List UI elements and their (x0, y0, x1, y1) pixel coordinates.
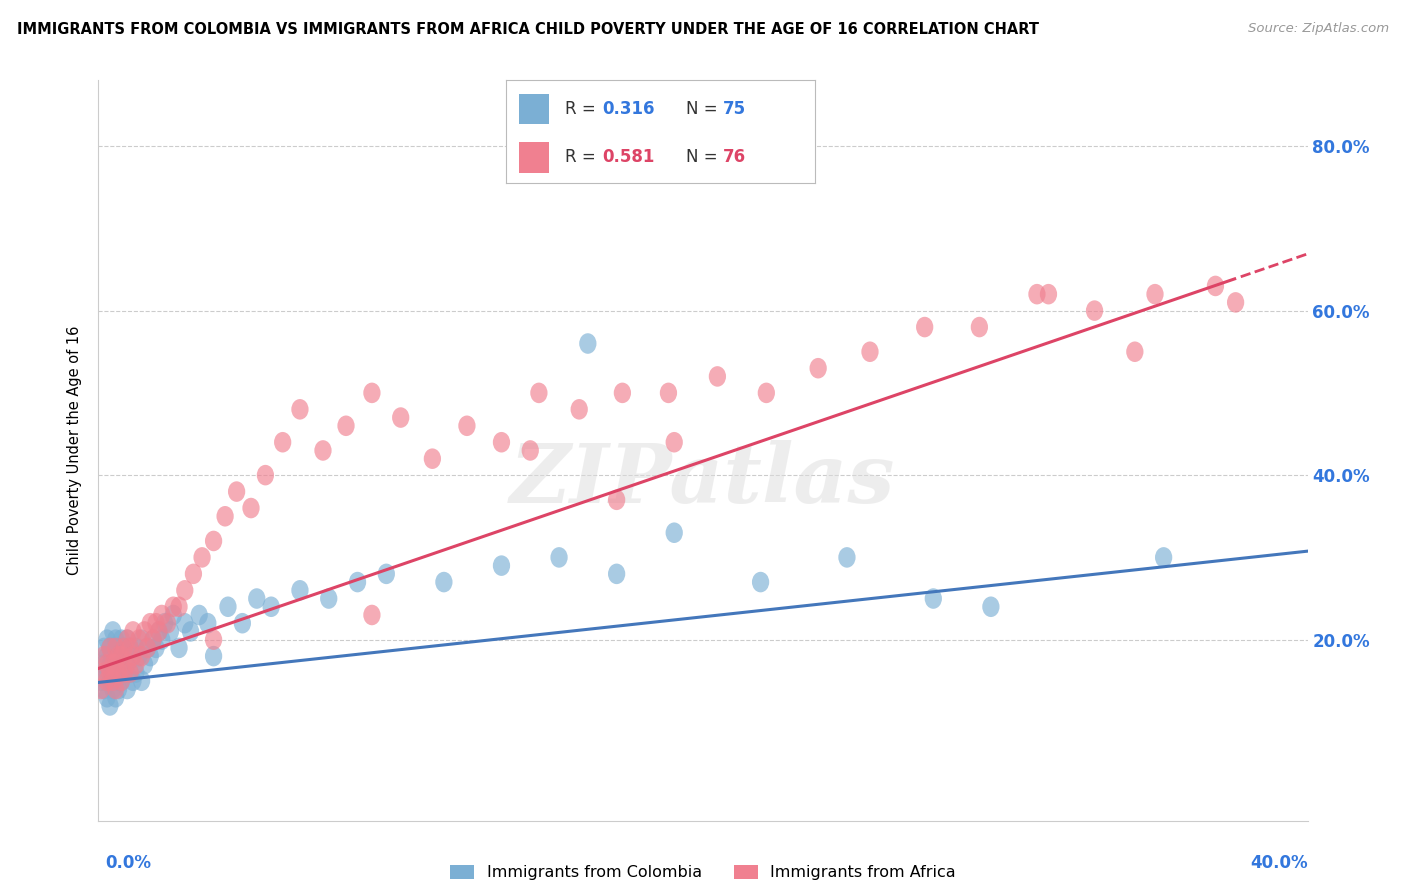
Text: IMMIGRANTS FROM COLOMBIA VS IMMIGRANTS FROM AFRICA CHILD POVERTY UNDER THE AGE O: IMMIGRANTS FROM COLOMBIA VS IMMIGRANTS F… (17, 22, 1039, 37)
Text: 0.316: 0.316 (602, 100, 655, 118)
Text: N =: N = (686, 100, 723, 118)
Bar (519, 94, 550, 124)
Text: 0.0%: 0.0% (105, 855, 152, 872)
Text: ZIPatlas: ZIPatlas (510, 440, 896, 520)
Text: 75: 75 (723, 100, 745, 118)
Text: 76: 76 (723, 148, 745, 166)
Bar (519, 142, 550, 173)
Text: R =: R = (565, 100, 600, 118)
Text: N =: N = (686, 148, 723, 166)
Text: Source: ZipAtlas.com: Source: ZipAtlas.com (1249, 22, 1389, 36)
Text: 40.0%: 40.0% (1250, 855, 1308, 872)
Y-axis label: Child Poverty Under the Age of 16: Child Poverty Under the Age of 16 (67, 326, 83, 575)
Legend: Immigrants from Colombia, Immigrants from Africa: Immigrants from Colombia, Immigrants fro… (443, 858, 963, 887)
Text: R =: R = (565, 148, 600, 166)
Text: 0.581: 0.581 (602, 148, 654, 166)
